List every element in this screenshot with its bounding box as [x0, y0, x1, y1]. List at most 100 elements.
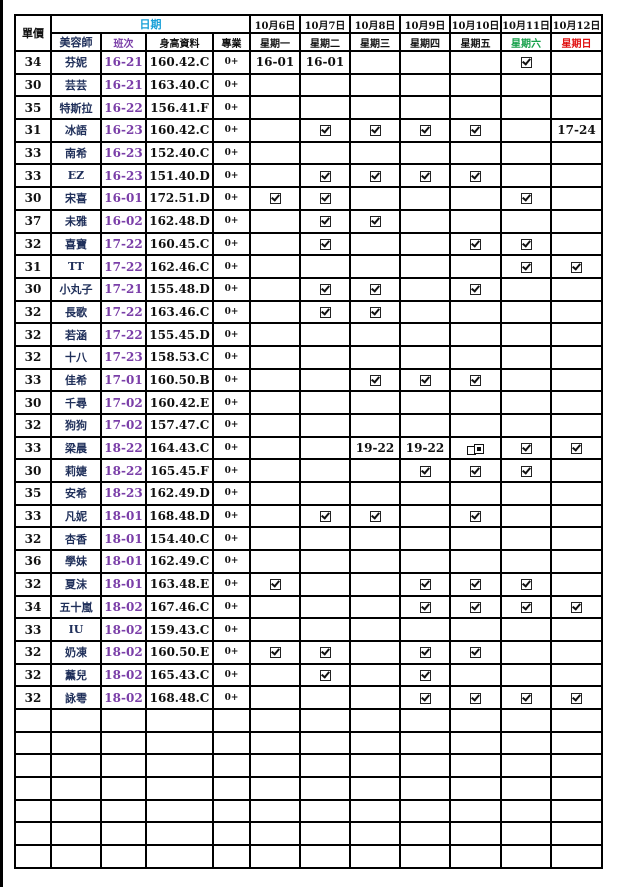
day-cell[interactable] [449, 186, 502, 211]
day-cell[interactable] [500, 526, 552, 552]
empty-cell[interactable] [249, 844, 301, 869]
checkbox-checked-icon[interactable] [571, 692, 582, 704]
day-cell[interactable] [449, 390, 502, 415]
day-cell[interactable] [399, 276, 451, 302]
day-cell[interactable] [349, 367, 401, 393]
day-cell[interactable] [500, 299, 552, 325]
day-cell[interactable] [500, 503, 552, 529]
day-cell[interactable] [550, 662, 603, 688]
empty-cell[interactable] [14, 776, 52, 801]
day-cell[interactable] [550, 163, 603, 189]
day-cell[interactable] [399, 95, 451, 121]
day-cell[interactable] [299, 276, 351, 302]
day-cell[interactable] [299, 344, 351, 370]
checkbox-checked-icon[interactable] [470, 579, 481, 591]
empty-cell[interactable] [50, 844, 102, 869]
empty-cell[interactable] [349, 776, 401, 801]
day-cell[interactable] [399, 413, 451, 438]
checkbox-checked-icon[interactable] [419, 692, 431, 704]
day-cell[interactable] [500, 617, 552, 642]
day-cell[interactable] [249, 435, 301, 461]
empty-cell[interactable] [299, 707, 351, 733]
day-cell[interactable] [449, 118, 502, 143]
day-cell[interactable] [349, 254, 401, 279]
checkbox-checked-icon[interactable] [520, 443, 532, 455]
empty-cell[interactable] [349, 798, 401, 824]
day-cell[interactable] [249, 208, 301, 234]
day-cell[interactable] [399, 344, 451, 370]
empty-cell[interactable] [50, 821, 102, 847]
empty-cell[interactable] [212, 844, 251, 869]
day-cell[interactable] [550, 571, 603, 597]
day-cell[interactable] [249, 662, 301, 688]
day-cell[interactable] [299, 322, 351, 347]
day-cell[interactable] [500, 571, 552, 597]
day-cell[interactable] [349, 186, 401, 211]
empty-cell[interactable] [50, 798, 102, 824]
day-cell[interactable] [349, 639, 401, 665]
empty-cell[interactable] [50, 753, 102, 778]
checkbox-checked-icon[interactable] [319, 170, 331, 182]
empty-cell[interactable] [50, 730, 102, 756]
day-cell[interactable] [249, 254, 301, 279]
day-cell[interactable] [299, 662, 351, 688]
day-cell[interactable] [349, 231, 401, 257]
checkbox-checked-icon[interactable] [419, 601, 431, 613]
day-cell[interactable] [399, 594, 451, 620]
day-cell[interactable] [299, 435, 351, 461]
empty-cell[interactable] [349, 821, 401, 847]
day-cell[interactable] [550, 413, 603, 438]
empty-cell[interactable] [14, 753, 52, 778]
checkbox-checked-icon[interactable] [319, 193, 331, 205]
day-cell[interactable] [249, 481, 301, 506]
day-cell[interactable] [299, 458, 351, 484]
day-cell[interactable] [299, 118, 351, 143]
empty-cell[interactable] [100, 707, 147, 733]
day-cell[interactable] [449, 639, 502, 665]
day-cell[interactable] [550, 549, 603, 574]
day-cell[interactable] [550, 231, 603, 257]
day-cell[interactable] [449, 413, 502, 438]
checkbox-checked-icon[interactable] [520, 692, 532, 704]
checkbox-checked-icon[interactable] [319, 669, 331, 681]
day-cell[interactable] [449, 50, 502, 75]
day-cell[interactable] [449, 481, 502, 506]
day-cell[interactable] [550, 435, 603, 461]
empty-cell[interactable] [145, 776, 214, 801]
day-cell[interactable] [449, 95, 502, 121]
day-cell[interactable] [399, 526, 451, 552]
checkbox-checked-icon[interactable] [571, 443, 582, 455]
day-cell[interactable] [399, 662, 451, 688]
day-cell[interactable] [349, 344, 401, 370]
day-cell[interactable] [550, 481, 603, 506]
day-cell[interactable] [500, 390, 552, 415]
empty-cell[interactable] [399, 844, 451, 869]
day-cell[interactable] [399, 685, 451, 710]
checkbox-checked-icon[interactable] [470, 170, 481, 182]
day-cell[interactable] [449, 367, 502, 393]
empty-cell[interactable] [14, 730, 52, 756]
day-cell[interactable] [349, 390, 401, 415]
day-cell[interactable] [349, 208, 401, 234]
day-cell[interactable] [249, 322, 301, 347]
day-cell[interactable] [500, 549, 552, 574]
day-cell[interactable] [299, 95, 351, 121]
day-cell[interactable] [249, 617, 301, 642]
empty-cell[interactable] [14, 821, 52, 847]
day-cell[interactable] [449, 72, 502, 98]
day-cell[interactable] [299, 526, 351, 552]
day-cell[interactable] [550, 254, 603, 279]
checkbox-checked-icon[interactable] [369, 284, 381, 296]
day-cell[interactable] [449, 254, 502, 279]
empty-cell[interactable] [50, 776, 102, 801]
day-cell[interactable] [349, 503, 401, 529]
day-cell[interactable] [249, 549, 301, 574]
day-cell[interactable] [399, 140, 451, 166]
checkbox-checked-icon[interactable] [369, 125, 381, 137]
day-cell[interactable] [399, 186, 451, 211]
empty-cell[interactable] [299, 844, 351, 869]
day-cell[interactable] [399, 390, 451, 415]
empty-cell[interactable] [249, 798, 301, 824]
day-cell[interactable] [500, 72, 552, 98]
empty-cell[interactable] [249, 776, 301, 801]
